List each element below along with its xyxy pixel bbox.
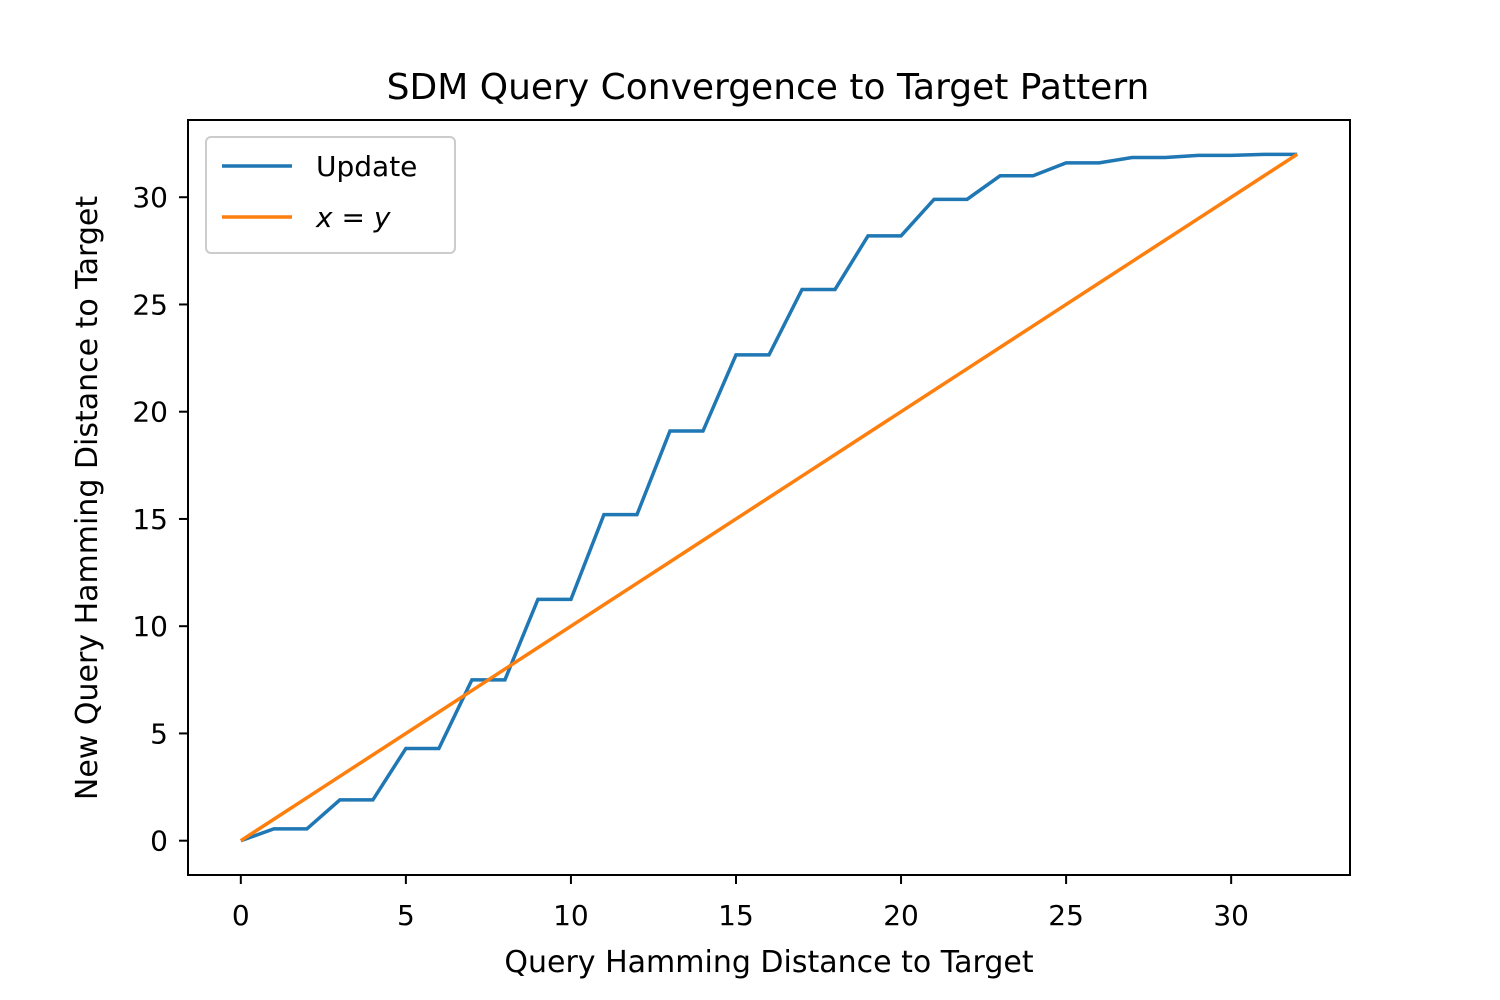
chart-title: SDM Query Convergence to Target Pattern xyxy=(387,67,1150,108)
x-axis-ticks: 0 5 10 15 20 25 30 xyxy=(232,875,1249,932)
legend-label-update: Update xyxy=(316,150,417,183)
legend-xy-y: y xyxy=(373,201,391,234)
series-layer xyxy=(239,152,1299,843)
x-tick-label: 20 xyxy=(883,899,919,932)
legend-xy-eq: = xyxy=(333,201,374,234)
y-axis-label: New Query Hamming Distance to Target xyxy=(70,196,105,800)
y-tick-label: 25 xyxy=(132,288,168,321)
x-tick-label: 15 xyxy=(718,899,754,932)
y-tick-label: 15 xyxy=(132,503,168,536)
x-axis-label: Query Hamming Distance to Target xyxy=(504,945,1033,980)
series-line-x-equals-y xyxy=(239,152,1299,843)
x-tick-label: 5 xyxy=(397,899,415,932)
y-axis-ticks: 0 5 10 15 20 25 30 xyxy=(132,181,188,858)
x-tick-label: 10 xyxy=(553,899,589,932)
legend-xy-x: x xyxy=(315,201,333,234)
y-tick-label: 20 xyxy=(132,396,168,429)
x-tick-label: 25 xyxy=(1048,899,1084,932)
y-tick-label: 5 xyxy=(150,717,168,750)
x-tick-label: 30 xyxy=(1213,899,1249,932)
series-line-update xyxy=(240,152,1298,843)
legend: Update x = y xyxy=(205,136,456,254)
y-tick-label: 30 xyxy=(132,181,168,214)
y-tick-label: 10 xyxy=(132,610,168,643)
plot-frame xyxy=(187,119,1351,876)
x-tick-label: 0 xyxy=(232,899,250,932)
legend-label-xy: x = y xyxy=(315,201,391,234)
y-tick-label: 0 xyxy=(150,825,168,858)
